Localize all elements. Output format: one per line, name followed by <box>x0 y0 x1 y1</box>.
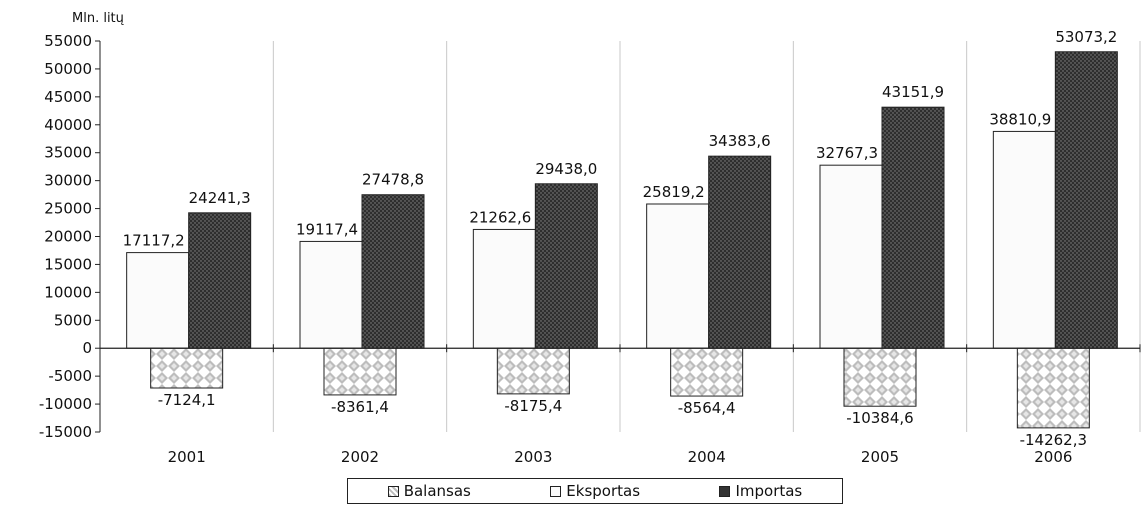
bar-eksportas <box>126 252 190 349</box>
data-label-importas: 24241,3 <box>189 189 251 207</box>
data-label-importas: 43151,9 <box>882 83 944 101</box>
y-tick-label: 55000 <box>44 32 92 50</box>
y-tick-label: -10000 <box>39 395 92 413</box>
legend-swatch-balansas <box>387 485 399 497</box>
bar-importas <box>361 194 425 349</box>
y-tick-label: 35000 <box>44 144 92 162</box>
bar-balansas <box>1016 347 1090 429</box>
x-tick-label: 2002 <box>341 448 379 466</box>
data-label-eksportas: 25819,2 <box>643 183 705 201</box>
y-tick-label: 30000 <box>44 172 92 190</box>
data-label-balansas: -7124,1 <box>158 391 216 409</box>
x-tick-label: 2005 <box>861 448 899 466</box>
legend-item-eksportas: Eksportas <box>550 482 640 500</box>
legend-label-balansas: Balansas <box>403 482 471 500</box>
data-label-importas: 34383,6 <box>709 132 771 150</box>
bar-balansas <box>843 347 917 407</box>
y-tick-label: 0 <box>82 339 92 357</box>
bar-importas <box>708 155 772 349</box>
bar-eksportas <box>646 203 710 349</box>
legend-item-balansas: Balansas <box>387 482 471 500</box>
data-label-eksportas: 21262,6 <box>469 208 531 226</box>
y-tick-label: 25000 <box>44 200 92 218</box>
bar-balansas <box>496 347 570 395</box>
y-tick-label: 50000 <box>44 60 92 78</box>
bar-importas <box>534 183 598 349</box>
bar-importas <box>188 212 252 349</box>
bar-balansas <box>323 347 397 396</box>
legend-swatch-importas <box>719 485 731 497</box>
bar-balansas <box>150 347 224 389</box>
y-tick-label: 5000 <box>54 311 92 329</box>
legend-label-eksportas: Eksportas <box>566 482 641 500</box>
y-tick-label: -5000 <box>48 367 92 385</box>
data-label-balansas: -8175,4 <box>504 397 562 415</box>
data-label-eksportas: 32767,3 <box>816 144 878 162</box>
y-tick-label: 40000 <box>44 116 92 134</box>
y-tick-label: 45000 <box>44 88 92 106</box>
data-label-balansas: -10384,6 <box>846 409 913 427</box>
bar-importas <box>1054 51 1118 349</box>
x-tick-label: 2001 <box>168 448 206 466</box>
legend-item-importas: Importas <box>719 482 802 500</box>
bar-balansas <box>670 347 744 397</box>
x-tick-label: 2003 <box>514 448 552 466</box>
bar-eksportas <box>819 164 883 349</box>
bar-importas <box>881 106 945 349</box>
bar-eksportas <box>299 240 363 349</box>
bar-eksportas <box>472 228 536 349</box>
x-tick-label: 2004 <box>688 448 726 466</box>
legend-swatch-eksportas <box>550 485 562 497</box>
data-label-eksportas: 19117,4 <box>296 220 358 238</box>
legend-label-importas: Importas <box>735 482 803 500</box>
data-label-balansas: -8361,4 <box>331 398 389 416</box>
y-tick-label: 20000 <box>44 228 92 246</box>
data-label-importas: 53073,2 <box>1055 28 1117 46</box>
data-label-importas: 29438,0 <box>535 160 597 178</box>
data-label-importas: 27478,8 <box>362 171 424 189</box>
y-tick-label: -15000 <box>39 423 92 441</box>
x-tick-label: 2006 <box>1034 448 1072 466</box>
y-tick-label: 15000 <box>44 255 92 273</box>
bar-eksportas <box>992 130 1056 349</box>
data-label-balansas: -14262,3 <box>1020 431 1087 449</box>
data-label-balansas: -8564,4 <box>678 399 736 417</box>
chart-legend: Balansas Eksportas Importas <box>347 478 843 504</box>
y-unit-label: Mln. litų <box>72 11 124 26</box>
y-tick-label: 10000 <box>44 283 92 301</box>
data-label-eksportas: 38810,9 <box>989 110 1051 128</box>
data-label-eksportas: 17117,2 <box>123 232 185 250</box>
